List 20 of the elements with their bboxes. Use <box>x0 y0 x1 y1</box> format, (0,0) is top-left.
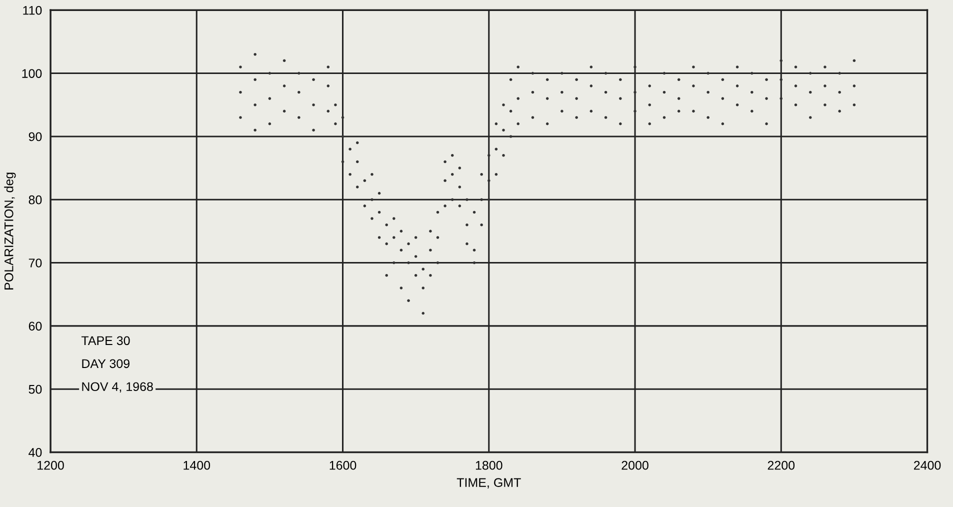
y-tick-label: 40 <box>28 448 42 457</box>
x-axis-title: TIME, GMT <box>456 478 521 488</box>
x-tick-label: 1400 <box>184 460 210 470</box>
annotation: DAY 309 <box>82 359 130 368</box>
x-tick-label: 1200 <box>38 460 64 470</box>
y-tick-label: 90 <box>28 132 42 142</box>
annotation: NOV 4, 1968 <box>82 382 153 393</box>
x-tick-label: 1800 <box>476 460 502 470</box>
y-tick-label: 60 <box>28 322 42 331</box>
y-tick-label: 80 <box>28 195 42 204</box>
y-axis-title: POLARIZATION, deg <box>4 172 16 290</box>
x-tick-label: 2000 <box>622 460 648 470</box>
x-tick-label: 1600 <box>330 460 356 470</box>
y-tick-label: 110 <box>23 6 42 15</box>
x-tick-label: 2400 <box>914 460 941 470</box>
y-tick-label: 50 <box>28 384 42 394</box>
x-tick-label: 2200 <box>768 460 795 470</box>
y-tick-label: 100 <box>22 69 42 78</box>
annotation: TAPE 30 <box>81 336 130 346</box>
y-tick-label: 70 <box>28 258 42 268</box>
